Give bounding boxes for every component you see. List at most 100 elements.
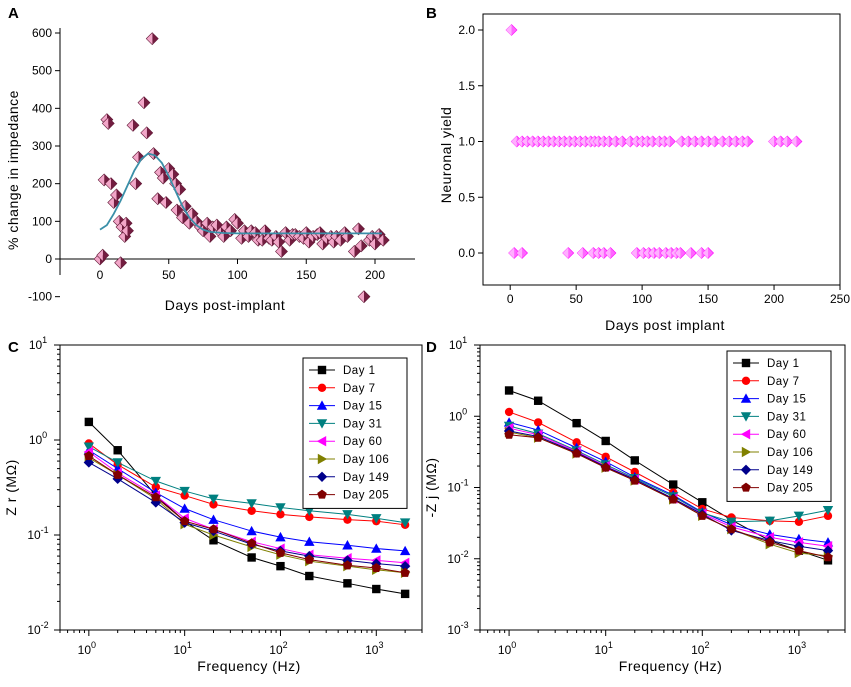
panel-b-point-light [674,247,681,259]
panel-d-legend-label: Day 149 [767,465,813,477]
panel-a-point [137,96,151,110]
panel-b-point [616,135,629,148]
panel-c-y-tick-base: 10 [29,433,43,447]
panel-a-point-light [206,220,213,233]
panel-c-legend-label: Day 31 [343,418,382,430]
panel-d-data-point [504,386,514,395]
panel-d-data-point [765,537,775,547]
panel-c-y-label: Z r (MΩ) [3,459,19,515]
panel-c-legend-marker [317,365,327,375]
panel-a-point-light [166,168,173,181]
panel-d-x-tick-label: 103 [788,640,806,657]
panel-b-point [688,135,701,148]
panel-b-point [576,247,589,259]
panel-d-data-point [571,448,582,458]
panel-c-data-point [112,469,123,479]
panel-c-y-tick-exp: -1 [41,525,49,535]
panel-c-data-point [342,510,353,520]
panel-c-legend-marker [317,489,327,499]
panel-c-data-point [208,524,219,534]
panel-a-point-light [320,232,327,245]
panel-c-x-tick-exp: 1 [187,640,192,650]
panel-a-point-dark [146,126,153,139]
panel-c-data-point [400,567,410,577]
panel-a-point-dark [102,249,109,262]
panel-b-point [653,247,666,259]
panel-d-y-tick-base: 10 [447,623,461,637]
panel-d-y-tick-base: 10 [449,409,463,423]
panel-d-data-point [533,432,543,442]
panel-a-point-outline [352,222,365,236]
panel-c-data-point [371,543,382,553]
panel-a-point-dark [135,177,142,190]
panel-d-x-tick-base: 10 [691,643,705,657]
panel-b-point-light [558,136,565,147]
panel-d-legend-label: Day 15 [767,394,806,406]
panel-b-point-light [648,247,654,259]
panel-b-y-label: Neuronal yield [438,107,454,204]
panel-c-data-point [276,561,285,571]
panel-a-point-light [127,119,133,132]
panel-a-point-outline [126,118,140,132]
panel-c-x-tick-exp: 0 [91,640,96,650]
panel-a-x-tick-label: 100 [227,268,247,282]
panel-b-point-light [695,136,702,147]
panel-a-point [159,196,173,209]
panel-a-point-light [297,232,304,245]
panel-b-point-light [717,136,723,147]
panel-a-point-dark [364,290,370,303]
panel-b-point-light [641,136,648,147]
panel-a-point-light [102,117,109,130]
panel-b-point-light [553,136,560,147]
panel-a-point [96,248,110,262]
panel-a-point-outline [137,96,151,110]
panel-a-point-light [176,211,183,224]
panel-b-x-tick-label: 250 [830,292,850,306]
panel-c-data-point [304,536,315,546]
panel-a-point-dark [120,256,127,269]
panel-c-data-point [208,514,219,524]
panel-a-point-outline [104,177,118,191]
panel-d-data-point [823,552,833,562]
panel-a-point-light [140,126,147,139]
panel-b-point [702,247,715,259]
panel-a-point-light [113,215,120,228]
panel-b-point [663,135,676,148]
panel-d-y-tick-exp: 0 [462,406,467,416]
panel-d-data-point [600,462,611,472]
panel-a-y-tick-label: 600 [32,26,52,40]
panel-a-x-tick-label: 150 [296,268,316,282]
panel-c-series [84,439,410,530]
panel-b-y-tick-label: 0.0 [458,246,475,260]
panel-a-point [156,171,170,185]
panel-a-y-tick-label: 0 [45,252,52,266]
panel-b-point [716,135,729,148]
panel-b-point-light [598,247,604,259]
panel-d-data-point [822,545,834,556]
panel-c-data-point [113,446,122,455]
panel-c-y-tick-label: 101 [29,335,47,352]
panel-c-data-point [275,547,286,557]
panel-b-point-light [682,136,689,147]
panel-b-point-light [653,247,660,259]
panel-c-data-point [151,492,161,502]
panel-b-point-light [631,247,637,259]
panel-d-data-point [533,396,543,405]
panel-a-point-light [272,236,279,249]
panel-c-data-point [275,503,286,513]
panel-a-point-light [201,217,208,230]
panel-a-point-outline [200,216,214,230]
panel-b-point-light [537,136,544,147]
panel-a-point-light [275,245,282,258]
panel-b-x-tick-label: 50 [569,292,583,306]
panel-d-legend-marker [740,393,752,403]
panel-a-point-light [138,96,144,109]
panel-b-point-light [577,247,583,259]
panel-a-point-light [204,230,210,243]
panel-c-legend-label: Day 205 [343,490,389,502]
panel-c-data-point [343,579,352,588]
panel-b-point-light [506,24,512,36]
panel-d-legend-label: Day 106 [767,447,813,459]
panel-b-y-tick-label: 1.5 [458,79,475,93]
panel-d-legend-label: Day 31 [767,411,806,423]
